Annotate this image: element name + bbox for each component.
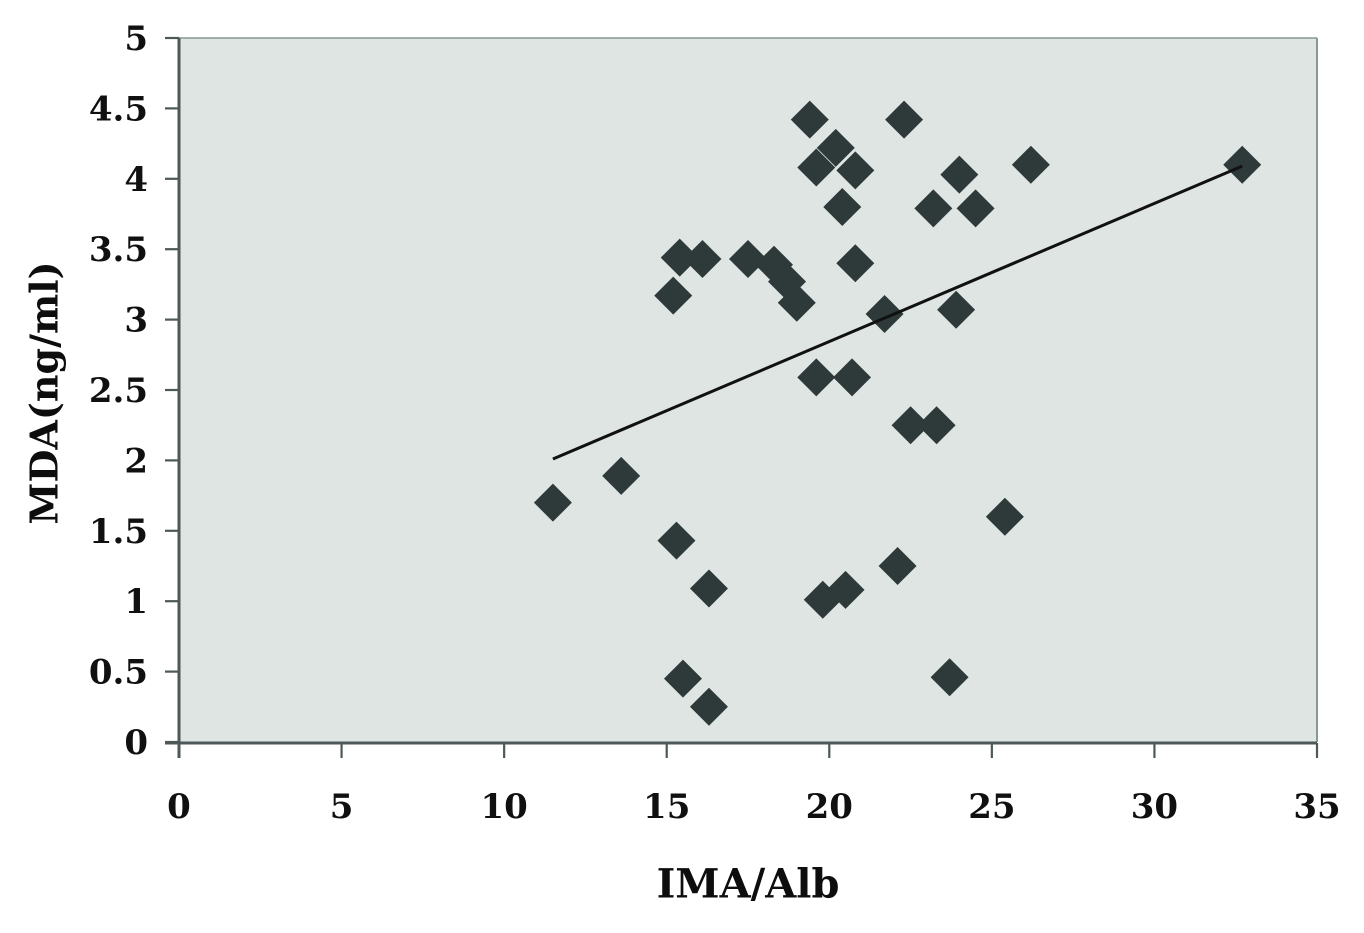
data-point	[1223, 145, 1262, 184]
data-point	[878, 547, 917, 585]
data-point	[797, 148, 836, 187]
x-tick-label: 10	[480, 787, 527, 827]
data-point	[729, 240, 767, 279]
x-tick-label: 30	[1131, 787, 1178, 827]
trend-line	[552, 164, 1243, 461]
x-tick-label: 20	[806, 787, 853, 827]
y-tick-label: 4	[124, 160, 148, 200]
data-point	[836, 244, 875, 283]
data-point	[885, 100, 924, 139]
data-point	[663, 659, 702, 698]
data-point	[836, 151, 875, 190]
data-point	[602, 456, 641, 495]
data-point	[940, 155, 979, 194]
data-point	[914, 189, 953, 228]
data-point	[689, 569, 728, 608]
data-point	[1011, 145, 1050, 184]
x-axis-title: IMA/Alb	[656, 860, 840, 908]
x-tick-label: 35	[1293, 787, 1340, 827]
data-point	[833, 358, 872, 397]
data-point	[790, 100, 829, 139]
data-point	[816, 128, 855, 167]
data-point	[937, 290, 976, 329]
y-tick-label: 5	[124, 19, 148, 59]
y-tick-label: 2	[124, 441, 148, 481]
data-point	[985, 497, 1024, 536]
x-tick-label: 25	[968, 787, 1015, 827]
data-point	[826, 570, 865, 609]
data-point	[654, 276, 693, 315]
y-tick-label: 4.5	[89, 89, 148, 129]
plot-area	[179, 38, 1317, 742]
data-point	[777, 283, 816, 322]
data-point	[683, 240, 722, 279]
y-tick-label: 3	[124, 301, 148, 341]
x-tick-label: 0	[167, 787, 191, 827]
data-point	[533, 483, 572, 522]
y-tick-label: 2.5	[89, 371, 148, 411]
y-tick-label: 3.5	[89, 230, 148, 270]
data-point	[660, 238, 699, 277]
x-tick-label: 5	[330, 787, 354, 827]
data-point	[930, 658, 969, 697]
data-point	[891, 406, 930, 445]
data-point	[956, 189, 995, 228]
y-axis-title: MDA(ng/ml)	[21, 261, 67, 525]
y-tick-label: 0	[124, 723, 148, 763]
y-tick-label: 1.5	[89, 512, 148, 552]
x-tick-label: 15	[643, 787, 690, 827]
data-point	[689, 687, 728, 726]
y-tick-label: 1	[124, 582, 148, 622]
data-point	[797, 358, 836, 397]
data-point	[823, 187, 862, 226]
data-point	[657, 521, 696, 560]
y-tick-label: 0.5	[89, 653, 148, 693]
data-point	[917, 406, 956, 445]
